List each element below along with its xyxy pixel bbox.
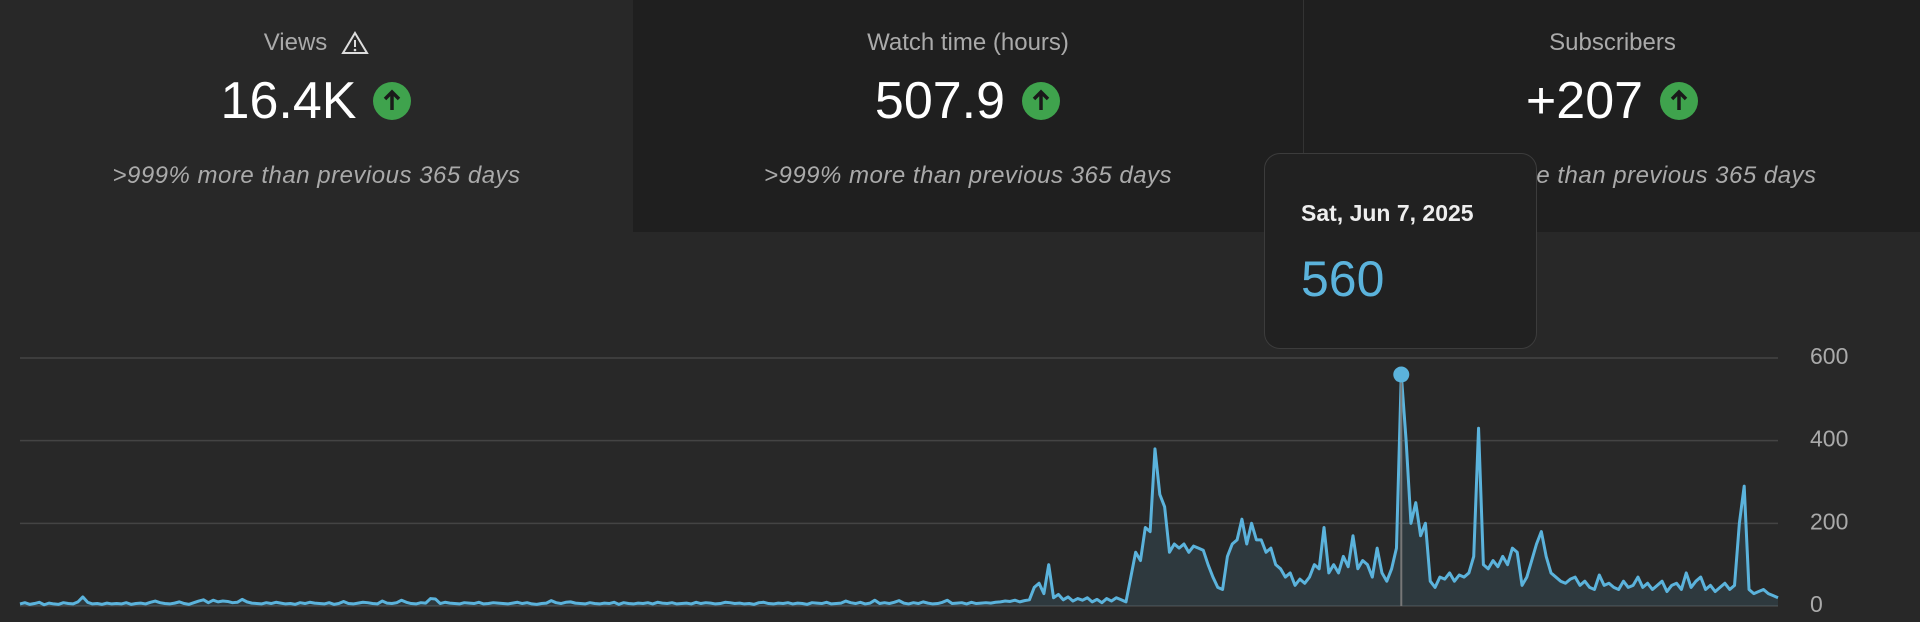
warning-icon bbox=[341, 31, 370, 54]
metric-label: Watch time (hours) bbox=[867, 29, 1069, 56]
tooltip-value: 560 bbox=[1301, 251, 1385, 307]
y-tick-label: 400 bbox=[1810, 426, 1848, 452]
y-tick-label: 0 bbox=[1810, 591, 1823, 617]
up-icon bbox=[1660, 82, 1699, 120]
y-tick-label: 600 bbox=[1810, 343, 1848, 369]
tooltip-date: Sat, Jun 7, 2025 bbox=[1301, 200, 1474, 226]
y-tick-label: 200 bbox=[1810, 508, 1848, 534]
area bbox=[20, 374, 1778, 606]
metric-tab[interactable]: Views 16.4K >999% more than previous 365… bbox=[0, 0, 633, 232]
metric-label: Views bbox=[263, 29, 328, 56]
line bbox=[19, 373, 1779, 607]
up-icon bbox=[1022, 82, 1061, 120]
tooltip: Sat, Jun 7, 2025 560 bbox=[1264, 153, 1537, 349]
metric-tab[interactable]: Subscribers +207 >999% more than previou… bbox=[1303, 0, 1920, 232]
metric-value: 507.9 bbox=[874, 72, 1006, 130]
up-icon bbox=[373, 82, 412, 120]
metric-value: 16.4K bbox=[220, 72, 357, 130]
metric-tab[interactable]: Watch time (hours) 507.9 >999% more than… bbox=[633, 0, 1303, 232]
metric-label: Subscribers bbox=[1549, 29, 1676, 56]
metric-comparison: >999% more than previous 365 days bbox=[763, 162, 1173, 189]
hover-dot bbox=[1393, 366, 1410, 383]
metric-value: +207 bbox=[1525, 72, 1644, 130]
metric-comparison: >999% more than previous 365 days bbox=[112, 162, 521, 189]
